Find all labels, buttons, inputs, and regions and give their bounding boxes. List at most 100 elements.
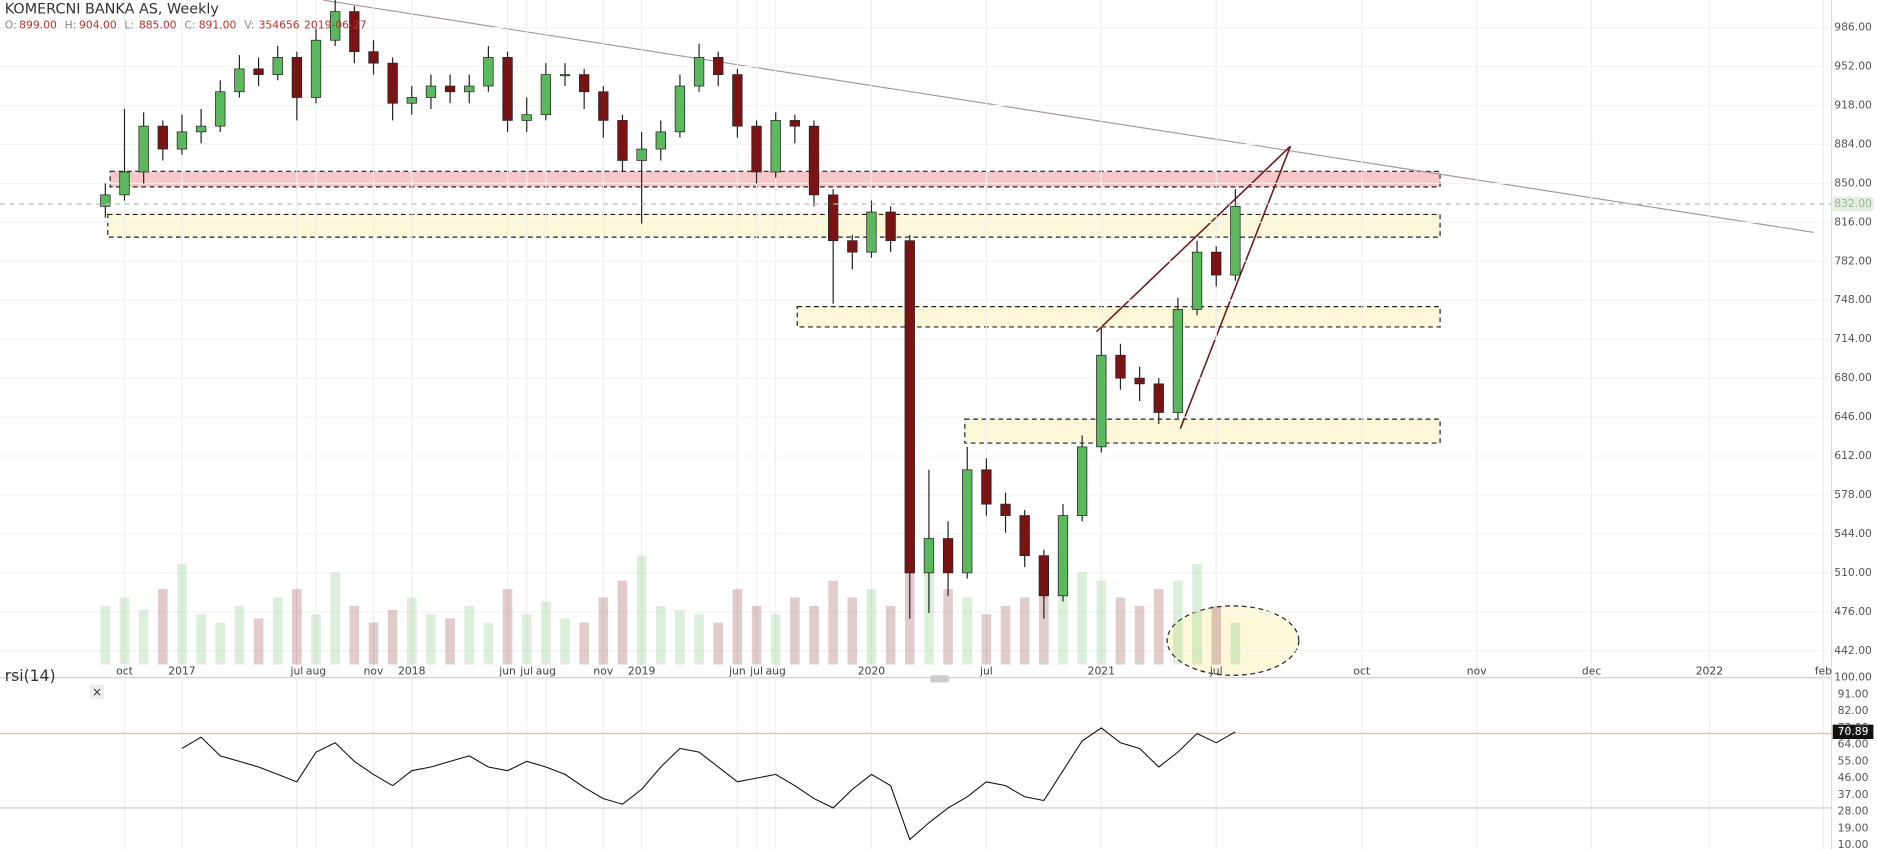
- chart-title: KOMERCNI BANKA AS, Weekly: [5, 2, 220, 18]
- candle-body: [521, 114, 532, 121]
- volume-bar: [1000, 605, 1011, 665]
- candle-body: [349, 11, 360, 53]
- y-tick-label: 918.00: [1834, 99, 1872, 112]
- candle-body: [195, 125, 207, 133]
- volume-bar: [579, 622, 589, 665]
- candle-body: [253, 68, 264, 75]
- ohlc-value: 904.00: [79, 18, 117, 31]
- rsi-tick-label: 37.00: [1838, 788, 1869, 801]
- candle-body: [464, 85, 475, 93]
- candle-body: [1038, 555, 1049, 597]
- pane-handle[interactable]: [930, 675, 950, 683]
- volume-bar: [464, 605, 475, 665]
- candle-body: [942, 538, 954, 574]
- candle-body: [789, 120, 800, 127]
- ohlc-value: 885.00: [139, 18, 177, 31]
- candle-body: [828, 194, 839, 242]
- volume-bar: [100, 605, 111, 665]
- candle-body: [751, 125, 762, 173]
- rsi-tick-label: 73.00: [1838, 721, 1869, 734]
- candle-body: [368, 51, 379, 64]
- rsi-tick-label: 100.00: [1834, 671, 1872, 684]
- candle-body: [272, 57, 283, 75]
- x-tick-label: aug: [766, 665, 786, 678]
- rsi-last-label: 70.89: [1838, 725, 1869, 738]
- candle-body: [1191, 251, 1203, 310]
- candle-body: [176, 131, 188, 150]
- volume-bar: [1115, 597, 1126, 665]
- volume-bar: [694, 614, 704, 665]
- y-tick-label: 952.00: [1834, 60, 1872, 73]
- candle-body: [234, 68, 245, 93]
- y-tick-label: 782.00: [1834, 254, 1872, 267]
- x-tick-label: jun: [498, 665, 516, 678]
- candle-body: [923, 538, 935, 574]
- candle-body: [1172, 309, 1184, 413]
- rsi-line: [181, 727, 1236, 841]
- candle-body: [1000, 503, 1011, 516]
- candle-body: [559, 74, 571, 77]
- volume-bar: [790, 597, 800, 665]
- last-price-box: [1832, 196, 1874, 212]
- y-tick-label: 646.00: [1834, 410, 1872, 423]
- volume-bar: [272, 597, 283, 665]
- volume-bar: [330, 572, 340, 665]
- volume-bar: [215, 622, 226, 665]
- y-tick-label: 612.00: [1834, 449, 1872, 462]
- volume-bar: [1058, 589, 1068, 665]
- y-tick-label: 748.00: [1834, 293, 1872, 306]
- candle-body: [406, 97, 417, 104]
- rsi-title: rsi(14): [5, 667, 56, 685]
- y-tick-label: 850.00: [1834, 176, 1872, 189]
- candle-body: [847, 240, 858, 253]
- candle-body: [483, 57, 494, 87]
- volume-bar: [1192, 563, 1202, 665]
- volume-bar: [598, 597, 609, 665]
- candle-body: [100, 194, 111, 207]
- x-tick-label: oct: [1353, 665, 1370, 678]
- x-tick-label: jul: [749, 665, 763, 678]
- y-tick-label: 986.00: [1834, 21, 1872, 34]
- close-button[interactable]: [89, 684, 105, 700]
- candle-body: [1153, 383, 1164, 413]
- volume-bar: [502, 589, 513, 665]
- candle-body: [1115, 354, 1126, 379]
- x-tick-label: feb: [1815, 665, 1832, 678]
- header-date: 2019-06-27: [304, 18, 367, 31]
- candle-body: [444, 85, 456, 93]
- volume-bar: [732, 589, 743, 665]
- ohlc-key: V:: [244, 18, 254, 31]
- volume-bar: [617, 580, 628, 665]
- candle-body: [330, 11, 341, 41]
- volume-bar: [177, 563, 187, 665]
- volume-bar: [809, 605, 819, 665]
- y-tick-label: 476.00: [1834, 605, 1872, 618]
- x-tick-label: oct: [116, 665, 133, 678]
- ohlc-key: H:: [65, 18, 77, 31]
- labels: KOMERCNI BANKA AS, Weekly rsi(14) O: 899.…: [5, 2, 1872, 849]
- candle-body: [579, 74, 590, 93]
- candle-body: [1230, 205, 1241, 276]
- close-icon[interactable]: ×: [92, 685, 102, 699]
- y-tick-label: 884.00: [1834, 137, 1872, 150]
- volume-bar: [387, 610, 398, 665]
- support-zone: [107, 213, 1441, 238]
- x-tick-label: 2021: [1088, 665, 1115, 678]
- rsi-tick-label: 55.00: [1838, 754, 1869, 767]
- volume-bar: [1230, 622, 1241, 665]
- volume-bar: [770, 614, 781, 665]
- volume-bar: [924, 572, 934, 665]
- volume-bar: [675, 610, 685, 665]
- candle-body: [962, 469, 973, 574]
- volume-bar: [1173, 580, 1183, 665]
- volume-bar: [368, 622, 379, 665]
- rsi-tick-label: 91.00: [1838, 687, 1869, 700]
- volume-bar: [119, 597, 130, 665]
- candle-body: [904, 240, 915, 574]
- volume-bar: [445, 618, 455, 665]
- x-tick-label: jul: [1209, 665, 1223, 678]
- volume-bar: [426, 614, 436, 665]
- x-tick-label: nov: [364, 665, 384, 678]
